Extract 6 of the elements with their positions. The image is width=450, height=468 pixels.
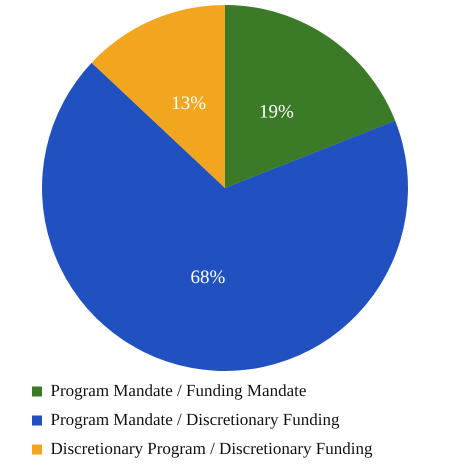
legend-label: Program Mandate / Discretionary Funding bbox=[50, 410, 340, 429]
data-label: 13% bbox=[171, 93, 206, 114]
legend-label: Discretionary Program / Discretionary Funding bbox=[50, 438, 373, 458]
data-label: 68% bbox=[190, 266, 226, 288]
legend-label: Program Mandate / Funding Mandate bbox=[50, 380, 306, 400]
data-label: 19% bbox=[259, 101, 294, 122]
